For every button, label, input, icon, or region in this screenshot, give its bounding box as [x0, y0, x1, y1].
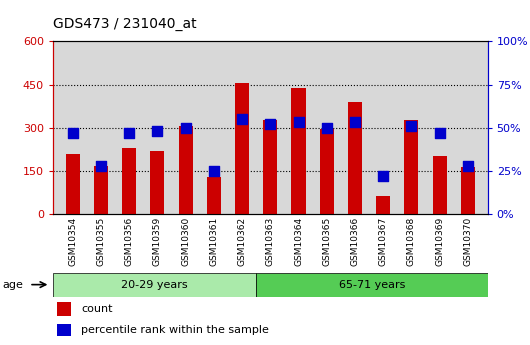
Text: 20-29 years: 20-29 years: [121, 280, 188, 289]
Bar: [348, 102, 362, 214]
Point: [266, 121, 275, 127]
Bar: [94, 166, 108, 214]
Point: [407, 123, 416, 129]
Bar: [320, 129, 334, 214]
Text: percentile rank within the sample: percentile rank within the sample: [81, 325, 269, 335]
Bar: [461, 167, 475, 214]
Bar: [432, 156, 447, 214]
Bar: [179, 126, 193, 214]
Point: [210, 168, 218, 174]
Point: [351, 120, 359, 125]
Point: [97, 163, 105, 168]
Bar: [66, 154, 80, 214]
Bar: [151, 151, 164, 214]
Text: GDS473 / 231040_at: GDS473 / 231040_at: [53, 17, 197, 31]
Point: [125, 130, 134, 136]
Bar: [207, 177, 221, 214]
Point: [464, 163, 472, 168]
Bar: [263, 120, 277, 214]
Bar: [292, 88, 306, 214]
Point: [68, 130, 77, 136]
Point: [435, 130, 444, 136]
Bar: [404, 120, 419, 214]
Text: count: count: [81, 304, 113, 314]
Bar: [57, 302, 71, 316]
Bar: [235, 83, 249, 214]
Bar: [376, 196, 390, 214]
Point: [322, 125, 331, 130]
Bar: [53, 273, 256, 297]
Point: [294, 120, 303, 125]
Point: [153, 128, 162, 134]
Point: [379, 173, 387, 179]
Point: [238, 116, 246, 122]
Bar: [256, 273, 488, 297]
Point: [181, 125, 190, 130]
Bar: [122, 148, 136, 214]
Bar: [57, 324, 71, 336]
Text: age: age: [3, 280, 23, 289]
Text: 65-71 years: 65-71 years: [339, 280, 405, 289]
